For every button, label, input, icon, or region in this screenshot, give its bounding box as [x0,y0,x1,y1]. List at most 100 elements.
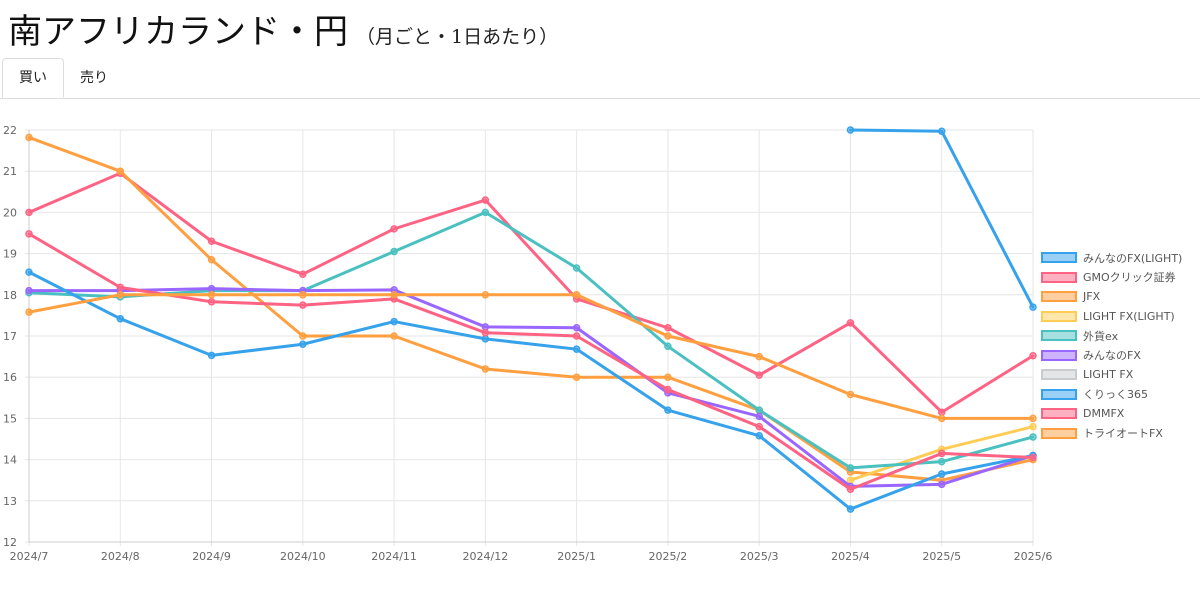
line-chart: 12 13 14 15 16 17 18 19 20 21 22 2024/7 2024/8 2024/9… [3,124,1053,563]
x-tick-label: 2025/3 [740,550,779,563]
tab-sell[interactable]: 売り [80,70,108,86]
series-point-8 [25,268,33,276]
tab-buy[interactable]: 買い [2,58,64,98]
x-tick-label: 2025/6 [1014,550,1053,563]
legend-swatch [1041,408,1077,420]
series-point-10 [846,390,855,399]
series-point-8 [755,431,763,440]
series-point-8 [664,406,672,414]
series-point-1 [937,127,946,135]
series-point-2 [1029,352,1037,360]
series-point-2 [299,270,307,278]
page-title: 南アフリカランド・円 [8,12,348,52]
legend-item[interactable]: DMMFX [1041,404,1182,424]
page-title-row: 南アフリカランド・円 （月ごと・1日あたり） [8,4,558,54]
y-tick-label: 19 [3,248,17,261]
series-point-8 [572,345,581,353]
legend-label: トライオートFX [1083,427,1163,441]
legend-item[interactable]: みんなのFX(LIGHT) [1041,248,1182,268]
legend-swatch [1041,349,1077,361]
series-point-2 [25,208,33,217]
series-point-5 [481,208,490,217]
series-point-5 [664,342,672,351]
series-point-2 [390,225,398,233]
y-tick-label: 15 [3,412,17,425]
legend-item[interactable]: GMOクリック証券 [1041,268,1182,288]
series-point-10 [390,291,398,299]
series-point-2 [937,408,946,416]
series-point-6 [755,412,763,421]
legend-item[interactable]: 外貨ex [1041,326,1182,346]
series-point-10 [116,291,125,299]
series-point-3 [299,332,307,340]
legend-swatch [1041,388,1077,400]
legend-swatch [1041,271,1077,283]
series-point-9 [116,283,125,292]
series-point-4 [846,476,855,484]
series-point-10 [25,308,33,316]
series-point-10 [755,352,763,361]
legend-label: 外貨ex [1083,329,1119,343]
y-tick-label: 18 [3,289,17,302]
legend-label: みんなのFX [1083,349,1141,363]
x-tick-label: 2024/12 [463,550,509,563]
series-point-10 [299,291,307,299]
y-tick-label: 20 [3,206,17,219]
series-point-8 [846,505,855,513]
legend-item[interactable]: くりっく365 [1041,385,1182,405]
series-point-8 [299,340,307,348]
series-point-5 [755,406,763,414]
series-point-9 [25,230,33,238]
series-point-3 [572,373,581,381]
series-point-3 [481,365,490,373]
series-point-3 [390,332,398,340]
series-point-4 [1029,422,1037,431]
x-tick-label: 2025/2 [649,550,688,563]
series-point-2 [207,237,216,245]
legend-item[interactable]: トライオートFX [1041,424,1182,444]
legend-item[interactable]: LIGHT FX(LIGHT) [1041,307,1182,327]
series-line-9 [27,232,1035,491]
series-point-6 [207,284,216,293]
series-point-9 [846,485,855,494]
series-line-6 [27,287,1035,488]
legend-label: DMMFX [1083,407,1125,421]
series-point-3 [25,133,33,142]
series-point-9 [1029,453,1037,462]
y-tick-label: 12 [3,536,17,549]
series-point-6 [572,324,581,332]
legend-item[interactable]: JFX [1041,287,1182,307]
x-tick-label: 2024/10 [280,550,326,563]
legend-item[interactable]: みんなのFX [1041,346,1182,366]
legend-item[interactable]: LIGHT FX [1041,365,1182,385]
series-point-3 [207,256,216,264]
y-tick-label: 16 [3,371,17,384]
series-point-9 [299,301,307,309]
series-point-8 [481,335,490,343]
series-point-8 [116,314,125,323]
legend-label: くりっく365 [1083,388,1148,402]
legend-swatch [1041,291,1077,303]
legend-label: みんなのFX(LIGHT) [1083,251,1183,265]
x-tick-label: 2024/9 [192,550,231,563]
page-subtitle: （月ごと・1日あたり） [356,26,559,48]
legend-swatch [1041,369,1077,381]
series-point-10 [572,291,581,299]
series-point-6 [937,480,946,489]
legend-swatch [1041,330,1077,342]
legend-swatch [1041,252,1077,264]
series-point-8 [937,470,946,478]
y-tick-label: 22 [3,124,17,137]
legend-swatch [1041,310,1077,322]
x-tick-label: 2025/1 [557,550,596,563]
chart-legend: みんなのFX(LIGHT) GMOクリック証券 JFX LIGHT FX(LIGHT)… [1041,248,1182,443]
series-point-10 [937,414,946,423]
series-point-10 [664,332,672,340]
series-line-10 [27,293,1035,420]
series-point-5 [1029,433,1037,441]
legend-label: GMOクリック証券 [1083,271,1176,285]
x-tick-label: 2025/5 [922,550,961,563]
series-point-9 [207,298,216,306]
series-point-5 [390,247,398,256]
x-tick-label: 2024/8 [101,550,140,563]
